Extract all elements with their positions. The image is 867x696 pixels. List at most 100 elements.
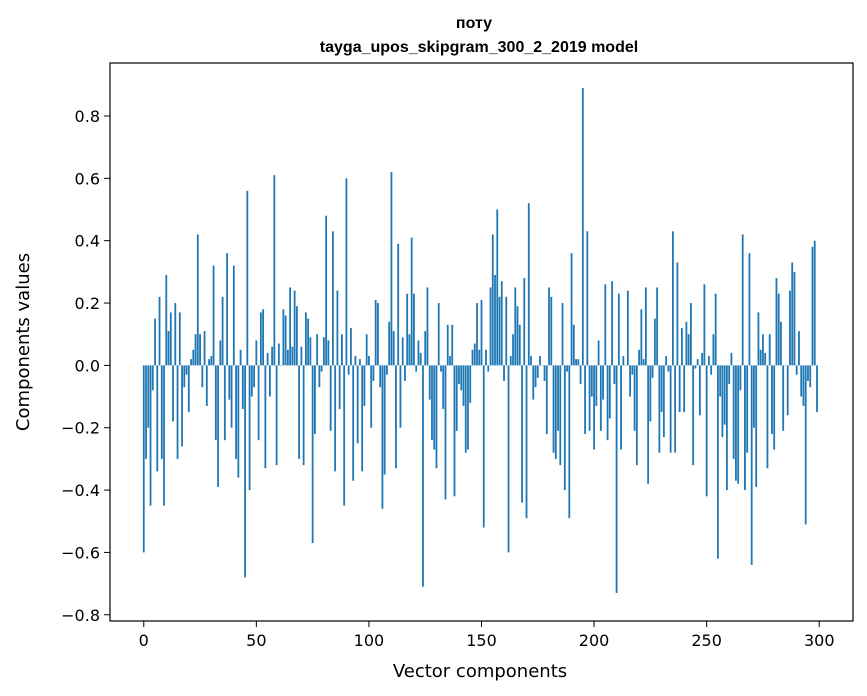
bar-230 (660, 365, 663, 413)
bar-63 (284, 315, 287, 366)
bar-106 (381, 365, 384, 509)
bar-159 (500, 281, 503, 366)
bar-229 (658, 365, 661, 453)
bar-104 (377, 303, 379, 366)
bar-298 (813, 240, 816, 366)
bar-10 (165, 274, 168, 366)
bar-172 (530, 356, 532, 366)
bar-143 (464, 365, 467, 453)
bar-118 (408, 334, 411, 366)
bar-178 (543, 365, 546, 381)
bar-206 (606, 365, 609, 441)
bar-149 (478, 349, 481, 366)
bar-50 (255, 340, 258, 366)
bar-299 (816, 365, 818, 413)
bar-163 (509, 356, 512, 366)
bar-249 (703, 284, 706, 366)
bar-133 (442, 365, 445, 410)
bar-215 (626, 290, 629, 366)
bar-293 (802, 365, 805, 406)
bar-265 (739, 365, 742, 391)
bar-222 (642, 359, 645, 366)
bar-279 (771, 365, 773, 434)
bar-255 (717, 365, 719, 559)
bar-295 (807, 365, 809, 381)
bar-146 (471, 349, 474, 366)
bar-198 (588, 365, 591, 431)
bar-7 (158, 296, 161, 366)
x-tick-label: 150 (466, 631, 497, 650)
bar-200 (593, 365, 595, 450)
bar-208 (611, 281, 613, 366)
bar-201 (595, 365, 598, 406)
bar-254 (714, 293, 717, 366)
bar-108 (386, 365, 388, 375)
bar-111 (392, 331, 395, 366)
bar-276 (764, 352, 767, 366)
bar-152 (485, 349, 487, 366)
bar-6 (156, 365, 159, 472)
bar-59 (275, 365, 278, 466)
bar-51 (257, 365, 260, 441)
bar-157 (496, 209, 499, 366)
bar-91 (347, 365, 350, 375)
bar-166 (516, 306, 519, 366)
bar-5 (154, 318, 156, 366)
bar-235 (671, 231, 674, 366)
bar-93 (352, 365, 355, 481)
bar-47 (248, 365, 251, 491)
x-tick-label: 50 (246, 631, 266, 650)
bar-75 (311, 365, 314, 544)
bar-1 (145, 365, 147, 459)
bar-16 (178, 312, 181, 366)
bar-187 (563, 365, 566, 491)
bar-70 (300, 346, 303, 366)
bar-238 (678, 365, 681, 413)
bar-71 (302, 365, 305, 466)
bar-193 (577, 359, 580, 366)
bar-267 (744, 365, 746, 491)
bar-20 (187, 365, 190, 413)
bar-160 (503, 365, 505, 381)
bar-266 (741, 234, 744, 366)
bar-148 (476, 303, 478, 366)
bar-173 (532, 365, 535, 400)
bar-57 (271, 346, 274, 366)
bar-0 (142, 365, 145, 553)
bar-101 (370, 365, 373, 428)
bar-136 (449, 356, 451, 366)
bar-62 (282, 309, 285, 366)
bar-289 (793, 271, 796, 366)
bar-11 (167, 331, 170, 366)
bar-23 (194, 334, 197, 366)
bar-169 (523, 278, 526, 366)
bar-46 (246, 190, 249, 366)
bar-283 (780, 321, 782, 366)
bar-155 (491, 234, 494, 366)
bar-78 (318, 365, 321, 388)
bar-226 (651, 365, 654, 378)
bar-218 (633, 365, 636, 431)
bar-153 (487, 365, 490, 372)
bar-41 (235, 365, 237, 459)
bar-49 (253, 365, 255, 388)
bar-253 (712, 334, 715, 366)
bar-30 (210, 356, 213, 366)
bar-141 (460, 365, 463, 391)
bar-174 (534, 365, 537, 388)
bar-224 (647, 365, 650, 484)
bar-69 (298, 365, 301, 459)
bar-221 (640, 309, 643, 366)
bar-197 (586, 231, 589, 366)
bar-126 (426, 287, 429, 366)
bar-140 (458, 365, 460, 385)
bar-256 (719, 365, 722, 397)
bar-105 (379, 365, 382, 388)
bar-96 (359, 359, 361, 366)
bar-25 (199, 334, 201, 366)
bar-263 (735, 365, 737, 481)
x-tick-label: 300 (804, 631, 835, 650)
bar-296 (809, 365, 812, 388)
x-axis-label: Vector components (393, 661, 567, 682)
bar-274 (759, 349, 762, 366)
